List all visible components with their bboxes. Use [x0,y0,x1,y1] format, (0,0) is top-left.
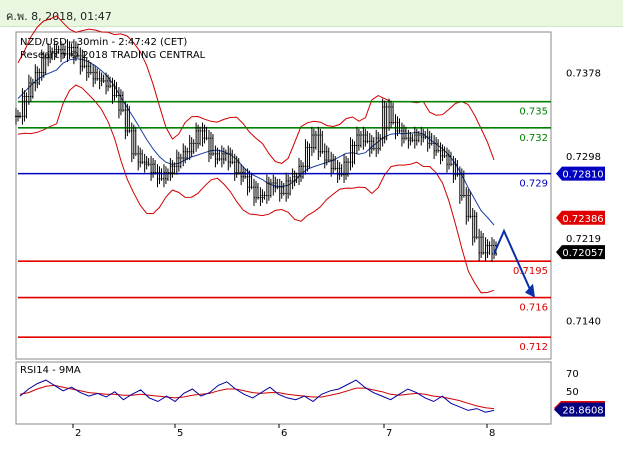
price-tag [556,245,605,260]
price-tag-label: 0.72057 [562,248,603,259]
y-axis-ticks: 0.7378 0.7298 0.7219 0.7140 [566,69,601,328]
x-tick-label: 5 [177,428,183,439]
forecast-arrowhead [525,283,535,298]
x-tick-label: 6 [281,428,287,439]
y-tick-label: 0.7378 [566,69,601,80]
level-label: 0.729 [519,179,548,190]
rsi-tag [554,402,605,417]
rsi-label: RSI14 - 9MA [20,365,81,376]
rsi-tag-label: 28.8608 [562,406,603,417]
rsi-panel [15,361,552,425]
price-tag [556,166,605,181]
price-bars [15,39,497,263]
level-label: 0.716 [519,303,548,314]
price-tag [556,210,605,225]
rsi-lines: 705030.740428.8608 [19,369,605,417]
price-tags: 0.72810 0.72386 0.72057 [556,166,605,260]
chart-title: NZD/USD - 30min - 2:47:42 (CET) [20,37,187,48]
chart-subtitle: Research © 2018 TRADING CENTRAL [20,50,206,61]
timestamp: ค.พ. 8, 2018, 01:47 [6,10,112,23]
level-label: 0.732 [519,133,548,144]
y-tick-label: 0.7298 [566,152,601,163]
lower-band [17,84,495,294]
x-tick-label: 8 [489,428,495,439]
header-bar: ค.พ. 8, 2018, 01:47 [0,0,623,27]
price-tag-label: 0.72386 [562,214,603,225]
y-tick-label: 0.7219 [566,234,601,245]
upper-band [17,15,495,164]
x-tick-label: 2 [75,428,81,439]
x-axis-ticks: 2 5 6 7 8 [72,424,495,439]
level-label: 0.7195 [513,266,548,277]
rsi-y-tick-label: 70 [566,369,579,380]
y-tick-label: 0.7140 [566,317,601,328]
rsi-y-tick-label: 50 [566,387,579,398]
rsi-line [19,379,495,413]
price-tag-label: 0.72810 [562,170,603,181]
level-label: 0.735 [519,107,548,118]
forecast-arrow [493,228,535,298]
level-label: 0.712 [519,342,548,353]
forecast-line [493,228,532,293]
x-tick-label: 7 [386,428,392,439]
